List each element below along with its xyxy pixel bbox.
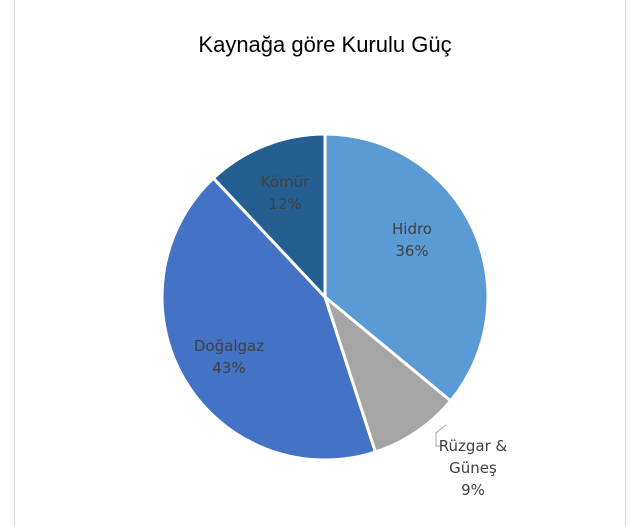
pie-slice	[211, 132, 327, 301]
pie-slice	[323, 132, 490, 404]
pie-slice	[321, 292, 453, 454]
data-label-value: 43%	[212, 359, 246, 377]
data-label-category: Kömür	[260, 173, 310, 191]
data-label: Rüzgar & Güneş 9%	[434, 435, 512, 501]
leader-line	[435, 424, 447, 447]
data-label: Hidro 36%	[367, 218, 457, 262]
chart-title: Kaynağa göre Kurulu Güç	[198, 32, 451, 57]
pie-slice	[160, 176, 378, 462]
data-label-category: Hidro	[392, 220, 432, 238]
data-label-value: 9%	[461, 481, 485, 499]
data-label-category: Doğalgaz	[193, 337, 265, 355]
data-label-category: Rüzgar & Güneş	[438, 437, 508, 477]
data-label-value: 36%	[395, 242, 429, 260]
data-label: Kömür 12%	[240, 171, 330, 215]
data-label: Doğalgaz 43%	[184, 335, 274, 379]
data-label-value: 12%	[268, 195, 302, 213]
